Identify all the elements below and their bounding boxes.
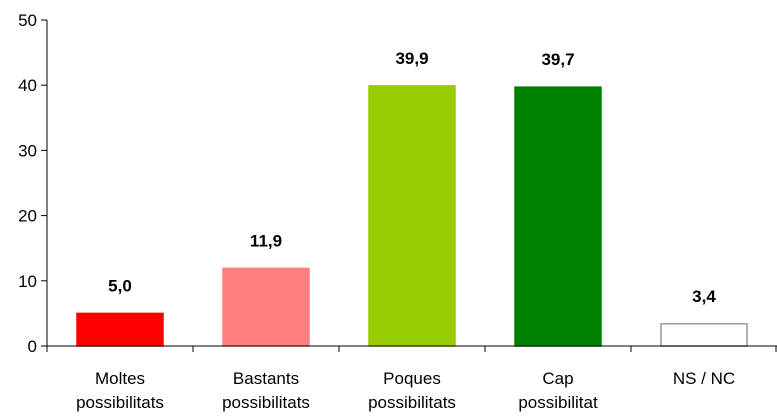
data-labels: 5,0 11,9 39,9 39,7 3,4 xyxy=(108,49,716,306)
data-label: 5,0 xyxy=(108,276,132,295)
x-axis: Moltes possibilitats Bastants possibilitats… xyxy=(46,345,777,412)
category-label: Cap possibilitat xyxy=(518,369,598,412)
y-axis: 0 10 20 30 40 50 xyxy=(18,11,48,356)
y-tick-label: 50 xyxy=(18,11,37,30)
y-tick-label: 10 xyxy=(18,272,37,291)
data-label: 3,4 xyxy=(692,287,716,306)
category-label: Bastants possibilitats xyxy=(222,369,310,412)
data-label: 39,9 xyxy=(395,49,428,68)
y-tick-label: 0 xyxy=(28,337,37,356)
bar xyxy=(514,86,602,347)
category-label: NS / NC xyxy=(673,369,735,388)
bar xyxy=(368,85,456,347)
bar xyxy=(222,267,310,347)
bars xyxy=(76,85,748,347)
category-label: Poques possibilitats xyxy=(368,369,456,412)
bar xyxy=(660,323,748,347)
data-label: 39,7 xyxy=(541,50,574,69)
y-tick-label: 30 xyxy=(18,141,37,160)
bar xyxy=(76,312,164,347)
y-tick-label: 20 xyxy=(18,207,37,226)
data-label: 11,9 xyxy=(250,231,282,250)
category-label: Moltes possibilitats xyxy=(76,369,164,412)
y-tick-label: 40 xyxy=(18,76,37,95)
